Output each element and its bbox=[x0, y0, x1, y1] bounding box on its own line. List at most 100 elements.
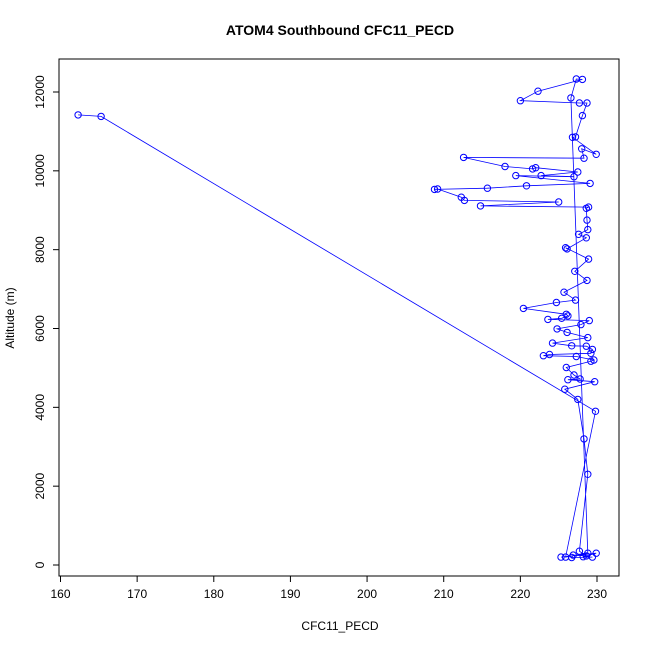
chart-title: ATOM4 Southbound CFC11_PECD bbox=[226, 22, 454, 38]
data-point bbox=[552, 298, 561, 307]
data-point bbox=[561, 244, 570, 252]
data-point bbox=[582, 204, 590, 213]
data-point bbox=[548, 339, 557, 347]
data-point bbox=[430, 185, 439, 194]
x-tick-label: 220 bbox=[510, 587, 530, 601]
y-tick-label: 8000 bbox=[33, 236, 47, 263]
data-point bbox=[580, 435, 588, 443]
data-point bbox=[575, 99, 584, 107]
series-layer bbox=[74, 75, 600, 562]
y-tick-label: 4000 bbox=[33, 394, 47, 421]
data-point bbox=[586, 179, 594, 188]
data-point bbox=[584, 333, 592, 342]
data-point bbox=[522, 182, 531, 190]
data-point bbox=[572, 352, 580, 361]
data-point bbox=[580, 154, 588, 162]
y-axis: 0 2000 4000 6000 8000 10000 12000 bbox=[33, 75, 60, 568]
data-point bbox=[584, 255, 593, 263]
data-point bbox=[577, 320, 585, 329]
data-point bbox=[564, 376, 572, 384]
data-point bbox=[578, 111, 587, 120]
data-point bbox=[587, 349, 595, 357]
data-point bbox=[516, 97, 525, 105]
data-point bbox=[578, 75, 587, 84]
x-tick-label: 180 bbox=[204, 587, 224, 601]
x-tick-label: 200 bbox=[357, 587, 377, 601]
data-point bbox=[557, 553, 565, 561]
data-point bbox=[583, 216, 591, 224]
y-tick-label: 6000 bbox=[33, 315, 47, 342]
data-point bbox=[564, 312, 572, 320]
data-point bbox=[584, 470, 592, 478]
data-point bbox=[568, 342, 576, 350]
data-point bbox=[560, 288, 568, 296]
data-point bbox=[570, 173, 578, 181]
data-point bbox=[582, 234, 590, 242]
data-point bbox=[570, 371, 578, 379]
data-point bbox=[561, 385, 569, 393]
data-point bbox=[562, 310, 570, 318]
data-point bbox=[553, 325, 561, 333]
data-point bbox=[567, 94, 575, 102]
data-point bbox=[519, 304, 528, 313]
data-point bbox=[534, 87, 542, 95]
data-point bbox=[483, 184, 492, 192]
data-point bbox=[592, 549, 600, 557]
data-point bbox=[574, 395, 582, 404]
x-axis-label: CFC11_PECD bbox=[301, 619, 378, 633]
data-point bbox=[592, 150, 600, 159]
data-point bbox=[579, 553, 587, 561]
data-point bbox=[501, 162, 509, 171]
x-tick-label: 160 bbox=[50, 587, 70, 601]
data-point bbox=[588, 345, 597, 354]
data-point bbox=[563, 328, 571, 337]
x-tick-label: 210 bbox=[434, 587, 454, 601]
data-point bbox=[582, 342, 590, 350]
data-point bbox=[571, 267, 579, 275]
data-point bbox=[433, 185, 442, 193]
y-tick-label: 0 bbox=[33, 561, 47, 568]
data-point bbox=[585, 316, 593, 325]
x-tick-label: 170 bbox=[127, 587, 147, 601]
data-point bbox=[532, 164, 540, 172]
y-tick-label: 2000 bbox=[33, 472, 47, 499]
data-point bbox=[583, 99, 591, 107]
x-axis: 160 170 180 190 200 210 220 230 bbox=[50, 575, 607, 601]
x-tick-label: 190 bbox=[280, 587, 300, 601]
x-tick-label: 230 bbox=[587, 587, 607, 601]
y-tick-label: 12000 bbox=[33, 75, 47, 109]
data-point bbox=[587, 357, 595, 365]
data-point bbox=[578, 145, 586, 153]
data-point bbox=[562, 363, 570, 372]
data-point bbox=[460, 196, 469, 205]
data-point bbox=[558, 314, 566, 322]
data-point bbox=[591, 378, 599, 386]
data-point bbox=[74, 111, 82, 119]
data-point bbox=[459, 153, 468, 162]
data-point bbox=[539, 352, 548, 360]
data-point bbox=[476, 202, 485, 210]
data-point bbox=[574, 230, 583, 239]
data-point bbox=[574, 168, 582, 176]
data-point bbox=[537, 171, 545, 180]
data-point bbox=[591, 407, 600, 415]
data-point bbox=[588, 553, 597, 561]
data-point bbox=[555, 198, 563, 206]
y-axis-label: Altitude (m) bbox=[3, 287, 17, 348]
plot-frame bbox=[58, 58, 620, 577]
data-point bbox=[571, 296, 580, 304]
data-point bbox=[563, 245, 571, 253]
data-point bbox=[544, 315, 552, 324]
data-point bbox=[512, 171, 520, 180]
data-point bbox=[575, 547, 584, 555]
data-point bbox=[584, 225, 592, 234]
data-point bbox=[568, 553, 576, 562]
y-tick-label: 10000 bbox=[33, 154, 47, 188]
data-point bbox=[576, 375, 584, 383]
series-line bbox=[78, 78, 597, 558]
data-point bbox=[568, 133, 577, 142]
data-point bbox=[583, 276, 591, 285]
data-point bbox=[97, 112, 105, 121]
data-point bbox=[571, 133, 580, 141]
